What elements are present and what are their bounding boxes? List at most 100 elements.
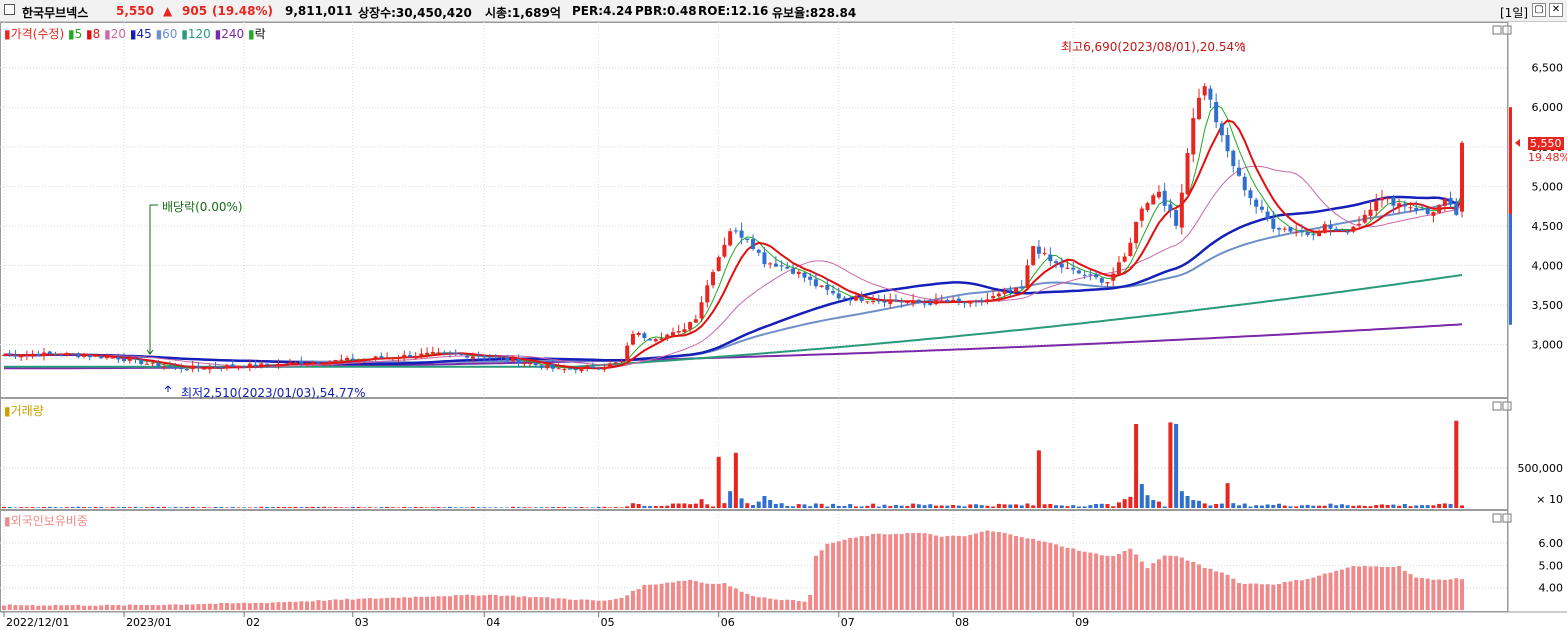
foreign-ratio-bar [1214, 571, 1218, 610]
candle [768, 263, 772, 264]
volume-bar [608, 507, 612, 508]
foreign-ratio-bar [339, 600, 343, 610]
foreign-ratio-bar [31, 605, 35, 610]
volume-bar [88, 507, 92, 508]
candle [294, 363, 298, 364]
volume-bar [499, 507, 503, 508]
ma120-line [4, 275, 1462, 367]
foreign-ratio-bar [722, 583, 726, 610]
candle [362, 359, 366, 360]
foreign-ratio-bar [997, 532, 1001, 610]
volume-bar [648, 506, 652, 508]
foreign-ratio-bar [911, 533, 915, 610]
candle [128, 358, 132, 361]
legend-ma120: 120 [188, 27, 211, 41]
y-tick-label: 5,000 [1532, 180, 1564, 193]
volume-bar [128, 507, 132, 508]
foreign-ratio-bar [871, 534, 875, 610]
foreign-ratio-bar [1409, 574, 1413, 610]
volume-bar [745, 503, 749, 508]
foreign-ratio-bar [1065, 548, 1069, 610]
foreign-ratio-bar [934, 536, 938, 610]
foreign-ratio-bar [65, 605, 69, 610]
candle [116, 357, 120, 359]
candle [1020, 287, 1024, 289]
candle [1191, 118, 1195, 154]
foreign-ratio-bar [1031, 539, 1035, 610]
x-tick-label: 04 [486, 616, 500, 629]
foreign-ratio-bar [642, 585, 646, 610]
volume-bar [1300, 505, 1304, 508]
candle [248, 364, 252, 368]
volume-bar [1283, 506, 1287, 508]
volume-bar [1174, 424, 1178, 508]
panel-maximize-icon [1503, 402, 1511, 410]
candle [762, 252, 766, 264]
volume-bar [842, 506, 846, 508]
foreign-ratio-bar [76, 605, 80, 610]
candle [985, 299, 989, 301]
volume-bar [76, 507, 80, 508]
foreign-ratio-bar [522, 596, 526, 610]
volume-bar [980, 505, 984, 508]
volume-bar [259, 507, 263, 508]
candle [1140, 209, 1144, 221]
foreign-ratio-bar [282, 602, 286, 610]
volume-bar [374, 507, 378, 508]
foreign-ratio-bar [168, 605, 172, 610]
foreign-ratio-bar [728, 586, 732, 610]
candle [1065, 268, 1069, 269]
volume-bar [1397, 506, 1401, 508]
volume-bar [1380, 504, 1384, 508]
legend-marker: ▮ [4, 514, 11, 528]
foreign-ratio-bar [53, 605, 57, 610]
volume-bar [545, 507, 549, 508]
candle [219, 367, 223, 368]
candle [191, 366, 195, 369]
candle [202, 369, 206, 370]
candle [831, 291, 835, 293]
candle [1117, 262, 1121, 274]
candle [1283, 229, 1287, 230]
volume-bar [116, 507, 120, 508]
foreign-ratio-bar [191, 604, 195, 610]
candle [1197, 98, 1201, 119]
foreign-ratio-bar [1454, 578, 1458, 610]
candle [88, 355, 92, 357]
candle [991, 296, 995, 298]
candle [722, 245, 726, 257]
foreign-ratio-bar [1071, 548, 1075, 610]
foreign-ratio-bar [294, 602, 298, 610]
foreign-ratio-bar [397, 598, 401, 610]
candle [1443, 199, 1447, 206]
candle [25, 355, 29, 357]
foreign-ratio-bar [356, 599, 360, 610]
volume-bar [219, 507, 223, 508]
candle [1460, 143, 1464, 212]
candle [1294, 232, 1298, 233]
volume-bar [905, 506, 909, 508]
last-price-tag: 5,550 [1528, 137, 1564, 150]
volume-bar [1054, 505, 1058, 508]
candle [208, 367, 212, 369]
foreign-ratio-bar [334, 599, 338, 610]
candle [1146, 203, 1150, 210]
legend-ma240: 240 [221, 27, 244, 41]
candle [1048, 254, 1052, 261]
volume-bar [351, 507, 355, 508]
volume-bar [391, 507, 395, 508]
foreign-ratio-bar [374, 599, 378, 610]
foreign-ratio-bar [1037, 541, 1041, 610]
volume-bar [974, 504, 978, 508]
volume-bar [991, 506, 995, 508]
volume-bar [1191, 500, 1195, 508]
foreign-ratio-bar [185, 604, 189, 610]
foreign-ratio-bar [362, 598, 366, 610]
foreign-ratio-bar [568, 600, 572, 610]
legend-marker: ▮ [181, 27, 188, 41]
foreign-ratio-bar [1163, 555, 1167, 610]
candle [82, 356, 86, 357]
volume-bar [517, 507, 521, 508]
foreign-ratio-bar [591, 600, 595, 610]
